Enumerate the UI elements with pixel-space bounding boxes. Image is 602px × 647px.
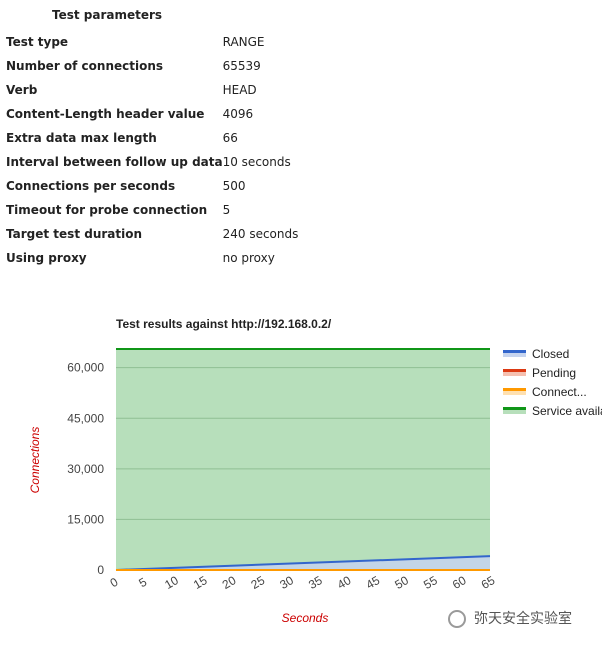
legend-item-closed[interactable]: Closed	[503, 347, 602, 362]
legend-swatch	[503, 369, 526, 376]
param-key: Test type	[6, 35, 69, 49]
legend-label: Connect...	[532, 385, 587, 399]
x-tick-label: 55	[421, 573, 440, 592]
param-value: HEAD	[222, 83, 257, 97]
param-key: Verb	[6, 83, 38, 97]
param-row: Timeout for probe connection 5	[6, 198, 298, 222]
param-key: Using proxy	[6, 251, 87, 265]
x-axis-title: Seconds	[282, 611, 329, 625]
x-tick-label: 25	[249, 573, 268, 592]
param-value: 66	[222, 131, 238, 145]
param-key: Target test duration	[6, 227, 143, 241]
y-tick-label: 0	[97, 563, 104, 577]
params-table: Test type RANGE Number of connections 6553…	[6, 30, 298, 270]
param-value: 240 seconds	[222, 227, 299, 241]
y-tick-label: 60,000	[67, 361, 104, 375]
param-row: Verb HEAD	[6, 78, 298, 102]
x-tick-label: 35	[306, 573, 325, 592]
param-key: Number of connections	[6, 59, 164, 73]
y-tick-label: 15,000	[67, 512, 104, 526]
param-value: 500	[222, 179, 246, 193]
y-tick-label: 30,000	[67, 462, 104, 476]
y-axis-title: Connections	[28, 427, 42, 494]
param-key: Connections per seconds	[6, 179, 176, 193]
x-tick-label: 50	[392, 573, 411, 592]
legend-label: Pending	[532, 366, 577, 380]
param-row: Test type RANGE	[6, 30, 298, 54]
y-tick-label: 45,000	[67, 411, 104, 425]
legend-item-service-available[interactable]: Service available	[503, 404, 602, 419]
x-tick-label: 30	[277, 573, 296, 592]
param-value: 5	[222, 203, 231, 217]
x-tick-label: 0	[108, 575, 121, 591]
chart-title: Test results against http://192.168.0.2/	[116, 317, 332, 331]
legend-swatch	[503, 350, 526, 357]
param-row: Using proxy no proxy	[6, 246, 298, 270]
series-line-closed	[115, 555, 491, 571]
legend-swatch	[503, 388, 526, 395]
param-row: Target test duration 240 seconds	[6, 222, 298, 246]
x-tick-label: 40	[335, 573, 354, 592]
x-tick-label: 5	[136, 575, 149, 591]
x-tick-label: 15	[191, 573, 210, 592]
x-tick-label: 20	[220, 573, 239, 592]
watermark-text: 弥天安全实验室	[474, 611, 572, 627]
param-row: Content-Length header value 4096	[6, 102, 298, 126]
param-value: no proxy	[222, 251, 275, 265]
param-key: Interval between follow up data	[6, 155, 223, 169]
legend-swatch	[503, 407, 526, 414]
param-row: Extra data max length 66	[6, 126, 298, 150]
legend-item-pending[interactable]: Pending	[503, 366, 602, 381]
param-row: Number of connections 65539	[6, 54, 298, 78]
legend-item-connecting[interactable]: Connect...	[503, 385, 602, 400]
legend-label: Closed	[532, 347, 570, 361]
param-row: Connections per seconds 500	[6, 174, 298, 198]
param-row: Interval between follow up data 10 second…	[6, 150, 298, 174]
wechat-icon	[448, 610, 466, 628]
x-tick-label: 60	[450, 573, 469, 592]
watermark: 弥天安全实验室	[448, 608, 572, 628]
x-tick-label: 45	[364, 573, 383, 592]
param-value: 65539	[222, 59, 261, 73]
chart-legend: Closed Pending Connect... Service availa…	[503, 347, 602, 423]
param-key: Timeout for probe connection	[6, 203, 208, 217]
x-tick-label: 10	[162, 573, 181, 592]
param-value: 4096	[222, 107, 254, 121]
params-title: Test parameters	[52, 8, 163, 22]
x-tick-label: 65	[479, 573, 498, 592]
param-value: RANGE	[222, 35, 265, 49]
param-key: Extra data max length	[6, 131, 157, 145]
param-key: Content-Length header value	[6, 107, 205, 121]
legend-label: Service available	[532, 404, 602, 418]
area-service-available	[116, 349, 490, 570]
param-value: 10 seconds	[222, 155, 291, 169]
